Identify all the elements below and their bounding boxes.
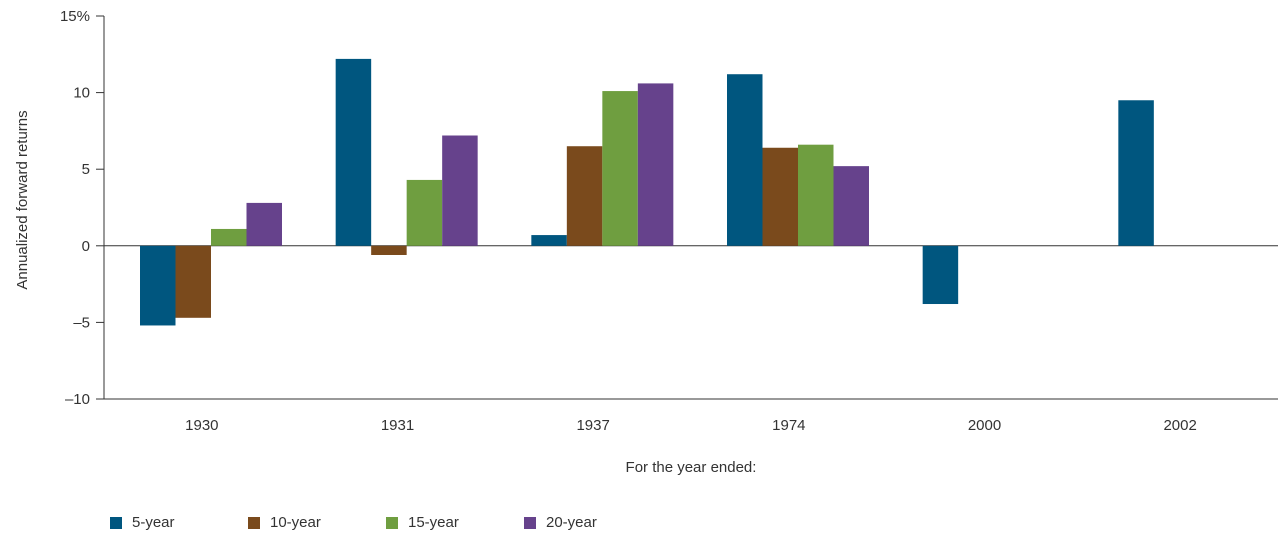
bar-20-year-1931: [442, 135, 478, 246]
bar-5-year-2000: [922, 245, 959, 305]
bar-5-year-1974: [727, 74, 763, 246]
y-tick-label: 5: [82, 161, 90, 178]
bar-15-year-1931: [406, 179, 443, 246]
legend-swatch: [386, 516, 398, 529]
y-tick-label: 0: [82, 238, 90, 255]
bar-10-year-1931: [371, 245, 407, 255]
bar-5-year-2002: [1118, 100, 1154, 246]
x-tick-label: 2000: [968, 417, 1001, 434]
bar-15-year-1930: [211, 228, 247, 246]
y-tick-label: 15%: [60, 8, 90, 25]
legend-label: 10-year: [270, 514, 321, 531]
x-tick-label: 2002: [1163, 417, 1196, 434]
bar-20-year-1937: [637, 83, 674, 246]
chart-axes: [96, 15, 1278, 400]
x-axis-title: For the year ended:: [626, 459, 757, 476]
bar-10-year-1937: [566, 146, 603, 246]
bar-20-year-1930: [246, 202, 282, 246]
bar-15-year-1937: [602, 91, 638, 246]
x-tick-label: 1931: [381, 417, 414, 434]
x-tick-label: 1974: [772, 417, 805, 434]
legend-label: 5-year: [132, 514, 175, 531]
chart-legend: 5-year 10-year 15-year 20-year: [110, 514, 662, 531]
legend-item: 20-year: [524, 514, 662, 531]
y-axis-title: Annualized forward returns: [14, 110, 31, 289]
bar-20-year-1974: [833, 166, 869, 246]
y-tick-label: 10: [73, 85, 90, 102]
bar-5-year-1931: [335, 58, 372, 246]
y-tick-label: –5: [73, 314, 90, 331]
legend-swatch: [110, 516, 122, 529]
legend-item: 15-year: [386, 514, 524, 531]
legend-item: 10-year: [248, 514, 386, 531]
legend-label: 15-year: [408, 514, 459, 531]
legend-swatch: [524, 516, 536, 529]
legend-label: 20-year: [546, 514, 597, 531]
legend-swatch: [248, 516, 260, 529]
chart-tick-labels: 15% 10 5 0 –5 –10 1930 1931 1937 1974 2000 2002: [60, 8, 1197, 434]
x-tick-label: 1930: [185, 417, 218, 434]
x-tick-label: 1937: [576, 417, 609, 434]
bar-10-year-1974: [762, 147, 798, 246]
bar-5-year-1930: [140, 245, 176, 326]
bar-10-year-1930: [175, 245, 211, 318]
y-tick-label: –10: [65, 391, 90, 408]
chart-bars: [140, 58, 1154, 326]
bar-5-year-1937: [531, 235, 567, 246]
bar-15-year-1974: [798, 144, 834, 246]
legend-item: 5-year: [110, 514, 248, 531]
